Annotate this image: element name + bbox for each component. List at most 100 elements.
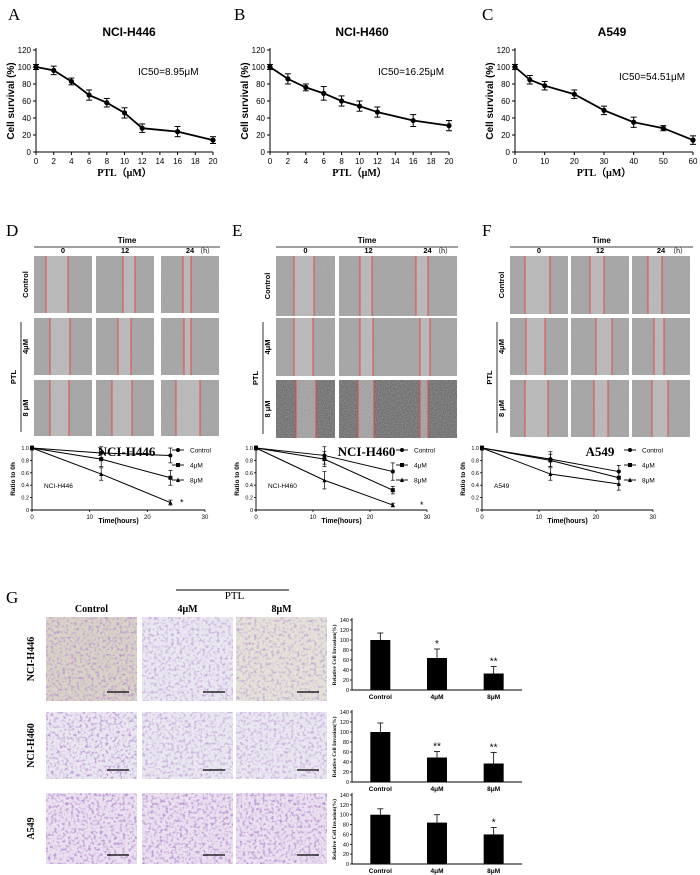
y-tick-label: 40 bbox=[343, 760, 349, 766]
y-tick-label: 0.8 bbox=[21, 458, 29, 464]
wound-gap bbox=[525, 380, 548, 437]
time-label: 0 bbox=[537, 246, 541, 255]
y-axis-label: Cell survival (%) bbox=[240, 62, 251, 139]
y-tick-label: 0.6 bbox=[245, 471, 253, 477]
data-point bbox=[267, 64, 273, 70]
y-tick-label: 120 bbox=[340, 803, 349, 809]
data-point bbox=[616, 481, 621, 486]
x-tick-label: 10 bbox=[86, 515, 93, 521]
wound-gap bbox=[183, 256, 191, 313]
y-tick-label: 40 bbox=[343, 668, 349, 674]
data-point bbox=[99, 471, 104, 477]
column-label: 8μM bbox=[271, 604, 292, 615]
y-axis-label: Ratio to 0h bbox=[234, 462, 241, 496]
legend-label: 4μM bbox=[414, 463, 427, 470]
data-point bbox=[254, 445, 258, 450]
data-point bbox=[601, 107, 607, 113]
wound-gap bbox=[294, 256, 314, 316]
row-label-4um: 4μM bbox=[263, 339, 272, 354]
y-tick-label: 100 bbox=[18, 63, 32, 72]
wound-gap bbox=[360, 318, 373, 376]
legend-label: Control bbox=[414, 448, 436, 455]
bar bbox=[370, 732, 391, 782]
wound-gap bbox=[358, 380, 374, 438]
data-point bbox=[168, 475, 173, 480]
significance-marker: ** bbox=[433, 742, 441, 753]
bar bbox=[427, 757, 447, 782]
x-tick-label: 30 bbox=[424, 515, 431, 521]
significance-marker: ** bbox=[490, 743, 498, 754]
panel-letter: D bbox=[6, 221, 18, 240]
row-label: NCI-H446 bbox=[26, 637, 37, 681]
data-point bbox=[571, 91, 577, 97]
y-axis-label: Ratio to 0h bbox=[460, 462, 467, 496]
wound-gap bbox=[420, 318, 430, 376]
x-tick-label: 0 bbox=[34, 157, 39, 166]
wound-gap bbox=[526, 318, 545, 375]
x-axis-label: Time(hours) bbox=[321, 518, 361, 525]
data-point bbox=[390, 488, 395, 493]
x-tick-label: 50 bbox=[659, 157, 668, 166]
y-tick-label: 80 bbox=[343, 648, 349, 654]
bar bbox=[427, 822, 447, 864]
ratio-chart-d: 0 0.2 0.4 0.6 0.8 1.0 0 10 20 30 Time(hours) Ratio … bbox=[10, 445, 212, 525]
x-tick-label: 4μM bbox=[430, 868, 443, 875]
x-tick-label: 4 bbox=[304, 157, 309, 166]
data-point bbox=[139, 125, 145, 131]
wound-gap bbox=[176, 380, 200, 436]
data-point bbox=[410, 117, 416, 124]
invasion-stain bbox=[236, 793, 327, 864]
wound-gap bbox=[594, 380, 608, 437]
inset-label: NCI-H460 bbox=[268, 483, 297, 490]
panel-letter: F bbox=[482, 221, 491, 240]
row-label-control: Control bbox=[21, 271, 30, 298]
wound-healing-panel-f: F Time 0 12 24 （h） Control 4μM 8 μM PTL A549 bbox=[482, 221, 693, 459]
y-tick-label: 80 bbox=[22, 80, 31, 89]
x-tick-label: 18 bbox=[427, 157, 436, 166]
legend-label: 8μM bbox=[414, 478, 427, 485]
x-tick-label: 10 bbox=[536, 515, 543, 521]
y-tick-label: 0.4 bbox=[471, 483, 479, 489]
x-tick-label: 10 bbox=[355, 157, 364, 166]
time-label: 12 bbox=[364, 246, 372, 255]
y-tick-label: 40 bbox=[501, 114, 510, 123]
wound-gap bbox=[420, 380, 428, 438]
y-tick-label: 0.8 bbox=[471, 458, 479, 464]
x-tick-label: 14 bbox=[391, 157, 400, 166]
wound-gap bbox=[50, 318, 70, 375]
x-tick-label: 10 bbox=[310, 515, 317, 521]
y-tick-label: 0 bbox=[506, 148, 511, 157]
ratio-chart-f: 0 0.2 0.4 0.6 0.8 1.0 0 10 20 30 Time(hours) Ratio … bbox=[460, 445, 664, 525]
y-tick-label: 140 bbox=[340, 793, 349, 799]
legend-label: 8μM bbox=[642, 478, 655, 485]
y-tick-label: 0.4 bbox=[21, 483, 29, 489]
data-point bbox=[542, 83, 548, 89]
invasion-stain bbox=[236, 712, 327, 779]
x-tick-label: Control bbox=[369, 868, 392, 875]
x-axis-label: Time(hours) bbox=[547, 518, 587, 525]
data-point bbox=[390, 469, 395, 474]
data-point bbox=[99, 457, 104, 462]
y-axis-label: Cell survival (%) bbox=[485, 62, 496, 139]
x-tick-label: 30 bbox=[202, 515, 209, 521]
legend-marker bbox=[400, 448, 404, 452]
wound-healing-panel-e: E Time 0 12 24 （h） Control 4μM 8 μM PTL NCI-H460 bbox=[232, 221, 458, 459]
row-label-ptl: PTL bbox=[251, 371, 260, 386]
y-tick-label: 120 bbox=[18, 46, 32, 55]
time-header: Time bbox=[358, 236, 377, 245]
legend-marker bbox=[628, 463, 632, 467]
y-tick-label: 80 bbox=[343, 740, 349, 746]
x-tick-label: 8 bbox=[105, 157, 110, 166]
chart-title: A549 bbox=[598, 25, 627, 39]
y-tick-label: 60 bbox=[343, 750, 349, 756]
y-tick-label: 100 bbox=[340, 638, 349, 644]
ratio-chart-e: 0 0.2 0.4 0.6 0.8 1.0 0 10 20 30 Time(hours) Ratio … bbox=[234, 445, 436, 525]
y-axis-label: Relative Cell Invasion(%) bbox=[331, 799, 338, 860]
x-tick-label: 20 bbox=[445, 157, 454, 166]
y-tick-label: 120 bbox=[340, 720, 349, 726]
y-tick-label: 20 bbox=[343, 852, 349, 858]
y-tick-label: 0 bbox=[250, 508, 253, 514]
